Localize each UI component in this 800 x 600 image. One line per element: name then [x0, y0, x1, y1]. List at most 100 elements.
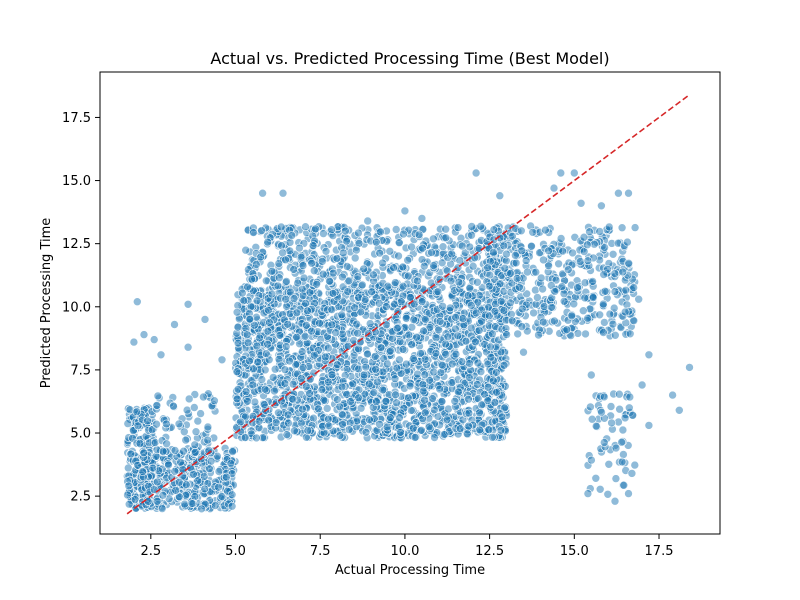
- data-point: [400, 206, 410, 216]
- data-point: [427, 248, 436, 257]
- data-point: [556, 234, 566, 243]
- data-point: [453, 223, 463, 232]
- data-point: [191, 427, 201, 437]
- data-point: [263, 326, 273, 336]
- data-point: [420, 354, 430, 364]
- data-point: [431, 348, 441, 358]
- data-point: [254, 416, 264, 426]
- data-point: [392, 363, 402, 373]
- data-point: [605, 309, 615, 319]
- data-point: [327, 225, 336, 234]
- data-point: [538, 317, 548, 327]
- data-point: [182, 405, 192, 415]
- data-point: [268, 373, 278, 382]
- data-point: [597, 407, 606, 417]
- data-point: [182, 480, 191, 489]
- data-point: [171, 486, 180, 495]
- data-point: [516, 226, 526, 236]
- data-point: [538, 284, 547, 294]
- data-point: [332, 254, 342, 263]
- data-point: [381, 302, 391, 311]
- data-point: [383, 281, 393, 291]
- data-point: [170, 446, 180, 455]
- data-point: [462, 429, 472, 439]
- data-point: [311, 224, 320, 234]
- data-point: [169, 401, 178, 411]
- data-point: [430, 405, 439, 415]
- data-point: [541, 225, 550, 235]
- data-point: [342, 390, 352, 399]
- data-point: [461, 336, 471, 346]
- data-point: [474, 244, 484, 253]
- data-point: [473, 358, 483, 368]
- data-point: [488, 432, 497, 442]
- data-point: [484, 425, 494, 435]
- data-point: [267, 266, 277, 276]
- data-point: [360, 295, 370, 304]
- data-point: [391, 390, 400, 400]
- chart-title: Actual vs. Predicted Processing Time (Be…: [210, 49, 609, 68]
- data-point: [252, 433, 261, 443]
- data-point: [431, 333, 441, 343]
- data-point: [381, 396, 391, 406]
- data-point: [228, 447, 237, 456]
- data-point: [204, 446, 214, 455]
- data-point: [301, 320, 311, 330]
- data-point: [483, 263, 493, 273]
- data-point: [373, 377, 382, 387]
- data-point: [352, 319, 362, 329]
- data-point: [620, 307, 630, 317]
- data-point: [282, 430, 292, 439]
- data-point: [595, 227, 605, 236]
- data-point: [385, 247, 395, 256]
- data-point: [287, 231, 297, 240]
- data-point: [610, 496, 620, 506]
- data-point: [395, 355, 404, 365]
- data-point: [187, 499, 197, 508]
- data-point: [557, 282, 567, 292]
- data-point: [356, 403, 366, 413]
- data-point: [618, 425, 628, 435]
- data-point: [591, 473, 601, 483]
- data-point: [604, 222, 614, 232]
- data-point: [502, 249, 511, 259]
- data-point: [123, 419, 133, 428]
- data-point: [477, 400, 487, 410]
- data-point: [123, 490, 132, 500]
- data-point: [289, 265, 299, 274]
- data-point: [513, 329, 523, 339]
- data-point: [263, 237, 273, 247]
- data-point: [620, 413, 630, 423]
- data-point: [276, 222, 286, 232]
- data-point: [550, 287, 560, 296]
- data-point: [428, 394, 437, 403]
- y-tick-label: 17.5: [62, 111, 91, 126]
- data-point: [353, 272, 363, 281]
- data-point: [200, 484, 209, 494]
- data-point: [317, 385, 327, 394]
- data-point: [447, 359, 457, 369]
- data-point: [288, 394, 298, 404]
- data-point: [506, 269, 515, 278]
- data-point: [199, 392, 208, 402]
- data-point: [359, 264, 369, 274]
- data-point: [346, 397, 355, 406]
- data-point: [323, 377, 333, 387]
- data-point: [453, 387, 463, 397]
- data-point: [319, 229, 328, 238]
- data-point: [247, 274, 257, 284]
- data-point: [312, 279, 321, 289]
- data-point: [394, 251, 403, 261]
- data-point: [418, 386, 428, 396]
- data-point: [488, 376, 498, 386]
- data-point: [420, 370, 430, 380]
- data-point: [467, 222, 477, 231]
- data-point: [511, 251, 520, 260]
- data-point: [292, 332, 302, 342]
- data-point: [232, 367, 242, 377]
- data-point: [624, 489, 633, 498]
- data-point: [446, 276, 456, 286]
- data-point: [495, 191, 505, 200]
- data-point: [152, 419, 161, 429]
- data-point: [550, 316, 559, 326]
